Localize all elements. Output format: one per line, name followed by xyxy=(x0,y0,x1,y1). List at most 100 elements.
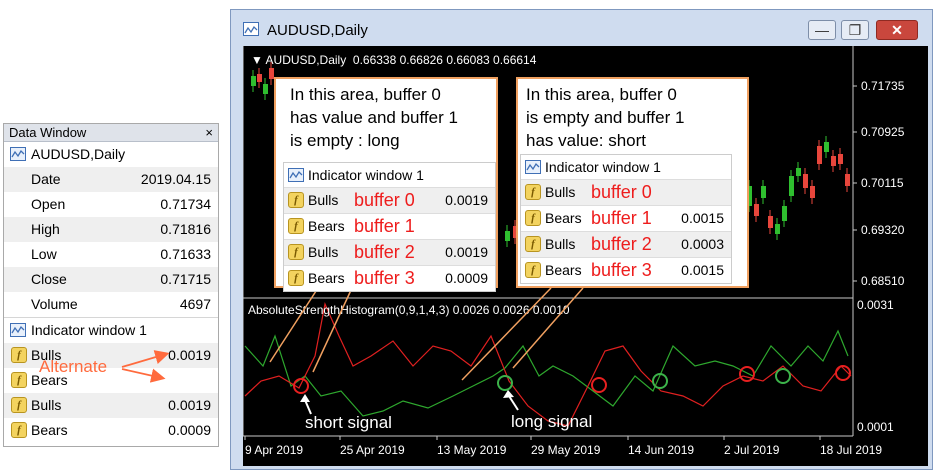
price-tick-label: 0.68510 xyxy=(861,274,905,288)
buffer-value: 0.0019 xyxy=(168,397,211,413)
function-icon: f xyxy=(11,397,27,413)
callout-buffer-name: buffer 2 xyxy=(591,234,652,254)
callout-short-table: Indicator window 1 f Bulls buffer 0 f Bears b… xyxy=(520,154,732,284)
candle-body xyxy=(803,174,808,188)
close-icon[interactable]: × xyxy=(205,125,213,140)
callout-buffer-name: buffer 3 xyxy=(354,268,415,288)
callout-buffer-label: Bulls xyxy=(308,192,339,208)
callout-buffer-name: buffer 0 xyxy=(591,182,652,202)
callout-text-line: In this area, buffer 0 xyxy=(526,85,677,104)
long-signal-label: long signal xyxy=(511,412,593,431)
callout-buffer-row: f Bears buffer 1 xyxy=(284,213,495,239)
data-row-label: Volume xyxy=(31,296,78,312)
chart-canvas[interactable]: 0.71735 0.70925 0.70115 0.69320 0.68510 0.003… xyxy=(243,46,928,466)
indicator-tick-label: 0.0001 xyxy=(857,420,894,434)
candle-body xyxy=(796,168,801,176)
callout-text-line: has value and buffer 1 xyxy=(290,108,458,127)
callout-short-indicator-row: Indicator window 1 xyxy=(521,155,731,179)
date-tick-label: 18 Jul 2019 xyxy=(820,443,882,457)
indicator-lines xyxy=(244,301,852,427)
callout-short: In this area, buffer 0 is empty and buffe… xyxy=(516,77,749,288)
function-icon: f xyxy=(288,270,304,286)
price-tick-label: 0.71735 xyxy=(861,79,905,93)
candle-body xyxy=(810,186,815,198)
candle-body xyxy=(775,224,780,234)
data-row-value: 0.71816 xyxy=(160,221,211,237)
short-signal-arrowhead xyxy=(300,394,310,402)
candle-body xyxy=(789,176,794,196)
callout-buffer-label: Bulls xyxy=(308,244,339,260)
callout-buffer-value: 0.0003 xyxy=(681,236,724,252)
price-tick-label: 0.70115 xyxy=(861,176,904,190)
callout-text-line: In this area, buffer 0 xyxy=(290,85,441,104)
callout-buffer-value: 0.0019 xyxy=(445,244,488,260)
candle-body xyxy=(754,204,759,216)
candle-body xyxy=(251,76,256,86)
callout-buffer-name: buffer 1 xyxy=(354,216,415,236)
indicator-label: Indicator window 1 xyxy=(31,322,147,338)
date-tick-label: 25 Apr 2019 xyxy=(340,443,405,457)
callout-buffer-value: 0.0009 xyxy=(445,270,488,286)
chart-window-title: AUDUSD,Daily xyxy=(267,22,368,39)
alternate-arrows xyxy=(121,350,170,383)
function-icon: f xyxy=(288,218,304,234)
signal-markers xyxy=(293,365,851,415)
indicator-window-icon xyxy=(10,323,26,337)
long-signal-marker xyxy=(775,368,791,384)
callout-long-table: Indicator window 1 f Bulls buffer 0 0.0019 f… xyxy=(283,162,496,292)
date-tick-label: 9 Apr 2019 xyxy=(245,443,303,457)
close-button[interactable]: ✕ xyxy=(876,20,918,40)
data-row-value: 4697 xyxy=(179,296,211,312)
candle-body xyxy=(505,231,510,241)
callout-buffer-row: f Bulls buffer 0 xyxy=(521,179,731,205)
indicator-tick-label: 0.0031 xyxy=(857,298,894,312)
function-icon: f xyxy=(525,236,541,252)
callout-short-indicator-title: Indicator window 1 xyxy=(545,159,661,175)
candle-body xyxy=(513,226,518,238)
data-row-label: Date xyxy=(31,171,61,187)
symbol-row: AUDUSD,Daily xyxy=(4,142,218,167)
data-row-label: Close xyxy=(31,271,67,287)
function-icon: f xyxy=(11,347,27,363)
callout-buffer-label: Bears xyxy=(308,270,345,286)
callout-buffer-row: f Bears buffer 3 0.0015 xyxy=(521,257,731,283)
callout-buffer-name: buffer 1 xyxy=(591,208,652,228)
chart-window-titlebar[interactable]: AUDUSD,Daily — ❐ ✕ xyxy=(231,10,932,45)
bulls-line xyxy=(244,329,849,417)
callout-text-line: is empty and buffer 1 xyxy=(526,108,685,127)
alternate-note: Alternate xyxy=(39,357,108,376)
data-row-label: Open xyxy=(31,196,66,212)
data-row: Open 0.71734 xyxy=(4,192,218,217)
short-signal-arrow xyxy=(304,399,312,415)
date-tick-label: 13 May 2019 xyxy=(437,443,507,457)
buffer-row: f Bears 0.0009 xyxy=(4,418,218,443)
callout-buffer-row: f Bulls buffer 2 0.0019 xyxy=(284,239,495,265)
callout-text-line: has value: short xyxy=(526,131,647,150)
data-row-value: 0.71715 xyxy=(160,271,211,287)
function-icon: f xyxy=(288,192,304,208)
short-signal-marker xyxy=(739,366,755,382)
data-row: Date 2019.04.15 xyxy=(4,167,218,192)
chart-header: ▼ AUDUSD,Daily 0.66338 0.66826 0.66083 0… xyxy=(251,53,537,67)
callout-text-line: is empty : long xyxy=(290,131,400,150)
function-icon: f xyxy=(525,210,541,226)
data-row-value: 0.71734 xyxy=(160,196,211,212)
short-signal-marker xyxy=(591,377,607,393)
candle-body xyxy=(831,156,836,166)
chart-window-icon xyxy=(243,22,259,36)
maximize-button[interactable]: ❐ xyxy=(841,20,869,40)
function-icon: f xyxy=(525,184,541,200)
buffer-label: Bears xyxy=(31,372,68,388)
candle-body xyxy=(782,206,787,221)
callout-buffer-label: Bulls xyxy=(545,184,576,200)
callout-buffer-label: Bears xyxy=(545,262,582,278)
candle-body xyxy=(257,74,262,82)
buffer-value: 0.0019 xyxy=(168,347,211,363)
long-signal-marker xyxy=(652,373,668,389)
candle-body xyxy=(263,84,268,94)
short-signal-marker xyxy=(293,378,309,394)
minimize-button[interactable]: — xyxy=(808,20,836,40)
indicator-header: AbsoluteStrengthHistogram(0,9,1,4,3) 0.0… xyxy=(248,303,570,317)
callout-buffer-label: Bears xyxy=(308,218,345,234)
data-window: Data Window × AUDUSD,Daily Date 2019.04.1… xyxy=(3,123,219,447)
